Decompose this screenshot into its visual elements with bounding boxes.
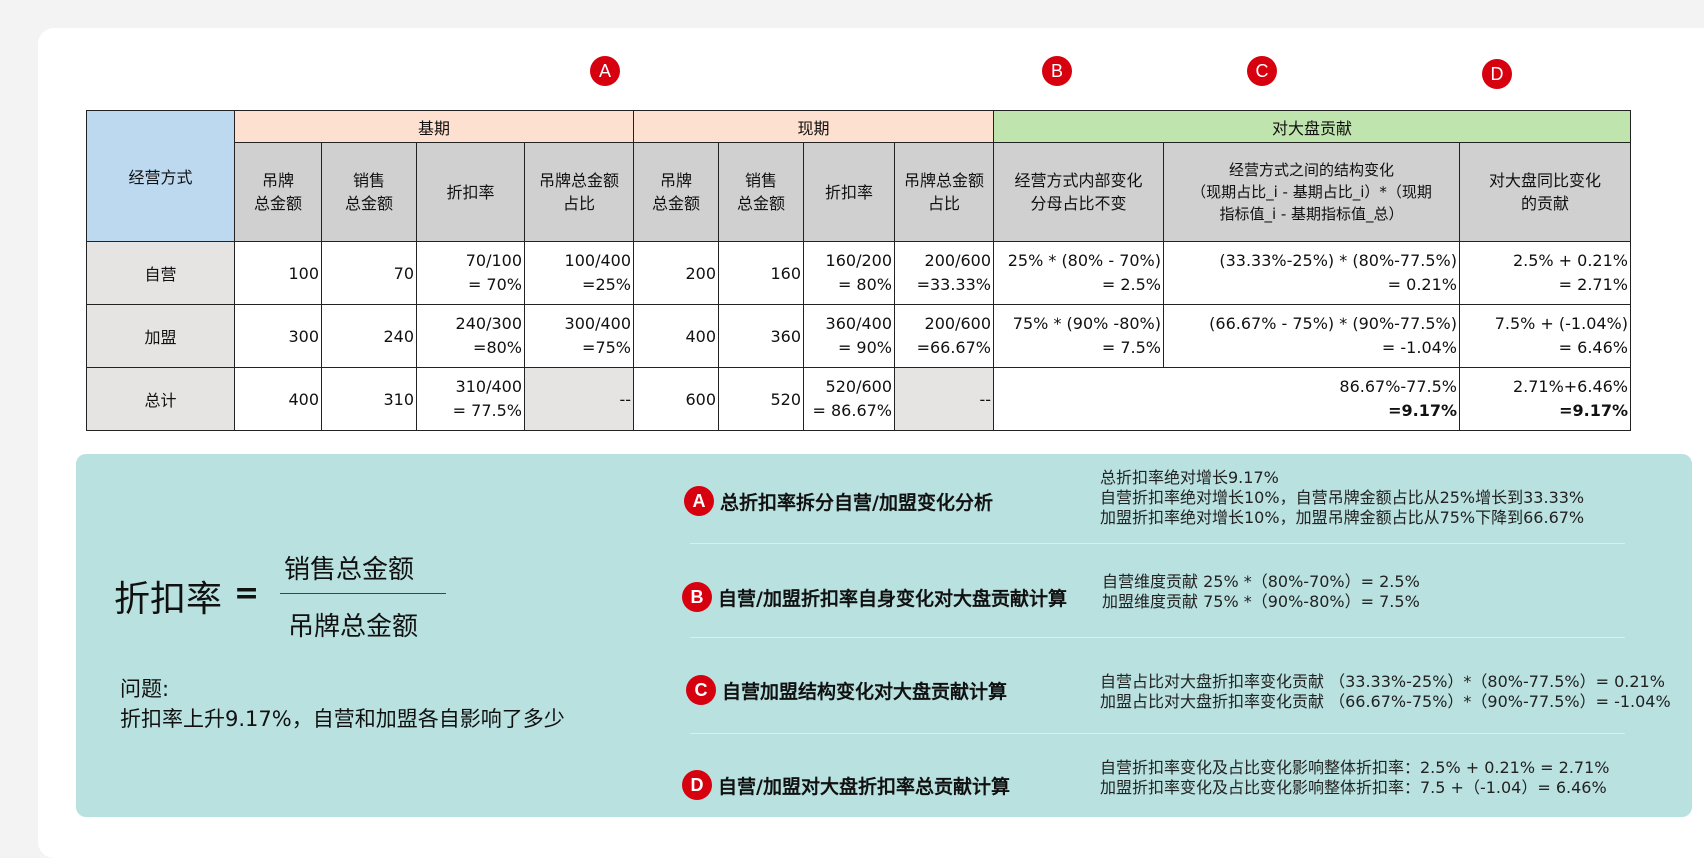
- summary-panel: [76, 454, 1692, 817]
- question-text: 折扣率上升9.17%，自营和加盟各自影响了多少: [120, 707, 565, 731]
- cell-cur-tag: 200: [633, 241, 719, 305]
- section-d-desc: 自营折扣率变化及占比变化影响整体折扣率：2.5% + 0.21% = 2.71%…: [1100, 758, 1609, 798]
- cell-base-discount: 240/300 =80%: [416, 304, 525, 368]
- hdr-cur-sales: 销售 总金额: [718, 142, 804, 242]
- cell-total-contribution: 2.71%+6.46% =9.17%: [1459, 367, 1631, 431]
- group-base: 基期: [234, 110, 634, 143]
- cell-total-contribution: 2.5% + 0.21% = 2.71%: [1459, 241, 1631, 305]
- formula-numerator: 销售总金额: [284, 555, 415, 585]
- cell-structural: (33.33%-25%) * (80%-77.5%) = 0.21%: [1163, 241, 1460, 305]
- section-a-line: 自营折扣率绝对增长10%，自营吊牌金额占比从25%增长到33.33%: [1100, 488, 1585, 507]
- total-change-line2: =9.17%: [1388, 401, 1457, 420]
- hdr-total-contribution: 对大盘同比变化 的贡献: [1459, 142, 1631, 242]
- cell-cur-share: 200/600 =33.33%: [894, 241, 994, 305]
- section-b-line: 自营维度贡献 25% *（80%-70%）= 2.5%: [1102, 572, 1420, 591]
- formula-fraction-bar: [280, 593, 446, 594]
- cell-base-sales: 310: [321, 367, 417, 431]
- section-c-title: C 自营加盟结构变化对大盘贡献计算: [686, 675, 1007, 705]
- hdr-base-sales: 销售 总金额: [321, 142, 417, 242]
- section-b-title: B 自营/加盟折扣率自身变化对大盘贡献计算: [682, 582, 1067, 612]
- cell-base-tag: 400: [234, 367, 322, 431]
- question-label: 问题:: [120, 677, 170, 701]
- marker-a: A: [590, 56, 620, 86]
- table-row: 总计 400 310 310/400 = 77.5% -- 600 520 52…: [86, 367, 1631, 431]
- row-label: 加盟: [86, 304, 235, 368]
- cell-base-share: 300/400 =75%: [524, 304, 634, 368]
- section-divider: [690, 637, 1625, 638]
- marker-b: B: [1042, 56, 1072, 86]
- marker-c: C: [1247, 56, 1277, 86]
- cell-base-discount: 310/400 = 77.5%: [416, 367, 525, 431]
- section-a-line: 总折扣率绝对增长9.17%: [1100, 468, 1279, 487]
- section-c-line: 自营占比对大盘折扣率变化贡献 （33.33%-25%）*（80%-77.5%）=…: [1100, 672, 1665, 691]
- formula-lhs: 折扣率: [114, 579, 223, 620]
- formula-equals: =: [234, 576, 260, 611]
- section-d-title-text: 自营/加盟对大盘折扣率总贡献计算: [718, 775, 1010, 798]
- cell-cur-discount: 360/400 = 90%: [803, 304, 895, 368]
- discount-analysis-table: 经营方式 基期 现期 对大盘贡献 吊牌 总金额 销售 总金额 折扣率 吊牌总金额…: [86, 110, 1631, 431]
- section-d-title: D 自营/加盟对大盘折扣率总贡献计算: [682, 770, 1010, 800]
- question-block: 问题: 折扣率上升9.17%，自营和加盟各自影响了多少: [120, 674, 565, 734]
- hdr-base-tag: 吊牌 总金额: [234, 142, 322, 242]
- section-divider: [690, 733, 1625, 734]
- cell-total-change: 86.67%-77.5% =9.17%: [993, 367, 1460, 431]
- total-change-line1: 86.67%-77.5%: [1339, 377, 1457, 396]
- section-d-line: 加盟折扣率变化及占比变化影响整体折扣率：7.5 +（-1.04）= 6.46%: [1100, 778, 1607, 797]
- hdr-structural: 经营方式之间的结构变化 （现期占比_i - 基期占比_i）*（现期 指标值_i …: [1163, 142, 1460, 242]
- hdr-cur-tag: 吊牌 总金额: [633, 142, 719, 242]
- hdr-cur-share: 吊牌总金额 占比: [894, 142, 994, 242]
- section-a-title-text: 总折扣率拆分自营/加盟变化分析: [720, 491, 993, 514]
- cell-base-sales: 240: [321, 304, 417, 368]
- cell-base-share: 100/400 =25%: [524, 241, 634, 305]
- table-row: 自营 100 70 70/100 = 70% 100/400 =25% 200 …: [86, 241, 1631, 305]
- section-d-marker: D: [682, 770, 712, 800]
- section-b-title-text: 自营/加盟折扣率自身变化对大盘贡献计算: [718, 587, 1067, 610]
- section-a-desc: 总折扣率绝对增长9.17% 自营折扣率绝对增长10%，自营吊牌金额占比从25%增…: [1100, 468, 1584, 528]
- cell-cur-sales: 520: [718, 367, 804, 431]
- cell-internal: 75% * (90% -80%) = 7.5%: [993, 304, 1164, 368]
- section-b-desc: 自营维度贡献 25% *（80%-70%）= 2.5% 加盟维度贡献 75% *…: [1102, 572, 1420, 612]
- cell-total-contribution: 7.5% + (-1.04%) = 6.46%: [1459, 304, 1631, 368]
- section-a-marker: A: [684, 486, 714, 516]
- group-contribution: 对大盘贡献: [993, 110, 1631, 143]
- row-label: 自营: [86, 241, 235, 305]
- section-c-marker: C: [686, 675, 716, 705]
- cell-base-discount: 70/100 = 70%: [416, 241, 525, 305]
- cell-cur-discount: 520/600 = 86.67%: [803, 367, 895, 431]
- cell-base-tag: 100: [234, 241, 322, 305]
- cell-cur-tag: 400: [633, 304, 719, 368]
- hdr-base-share: 吊牌总金额 占比: [524, 142, 634, 242]
- cell-base-tag: 300: [234, 304, 322, 368]
- section-c-desc: 自营占比对大盘折扣率变化贡献 （33.33%-25%）*（80%-77.5%）=…: [1100, 672, 1671, 712]
- row-label: 总计: [86, 367, 235, 431]
- section-a-title: A 总折扣率拆分自营/加盟变化分析: [684, 486, 993, 516]
- cell-cur-share: --: [894, 367, 994, 431]
- op-header: 经营方式: [86, 110, 235, 242]
- total-contribution-line2: =9.17%: [1559, 401, 1628, 420]
- hdr-cur-discount: 折扣率: [803, 142, 895, 242]
- total-contribution-line1: 2.71%+6.46%: [1512, 377, 1628, 396]
- cell-cur-tag: 600: [633, 367, 719, 431]
- group-current: 现期: [633, 110, 994, 143]
- section-a-line: 加盟折扣率绝对增长10%，加盟吊牌金额占比从75%下降到66.67%: [1100, 508, 1585, 527]
- marker-d: D: [1482, 59, 1512, 89]
- formula-denominator: 吊牌总金额: [288, 612, 419, 642]
- hdr-base-discount: 折扣率: [416, 142, 525, 242]
- cell-cur-discount: 160/200 = 80%: [803, 241, 895, 305]
- cell-base-sales: 70: [321, 241, 417, 305]
- cell-structural: (66.67% - 75%) * (90%-77.5%) = -1.04%: [1163, 304, 1460, 368]
- section-c-title-text: 自营加盟结构变化对大盘贡献计算: [722, 680, 1008, 703]
- table-row: 加盟 300 240 240/300 =80% 300/400 =75% 400…: [86, 304, 1631, 368]
- section-d-line: 自营折扣率变化及占比变化影响整体折扣率：2.5% + 0.21% = 2.71%: [1100, 758, 1610, 777]
- section-c-line: 加盟占比对大盘折扣率变化贡献 （66.67%-75%）*（90%-77.5%）=…: [1100, 692, 1671, 711]
- section-divider: [690, 543, 1625, 544]
- section-b-marker: B: [682, 582, 712, 612]
- cell-cur-sales: 160: [718, 241, 804, 305]
- cell-cur-sales: 360: [718, 304, 804, 368]
- hdr-internal: 经营方式内部变化 分母占比不变: [993, 142, 1164, 242]
- section-b-line: 加盟维度贡献 75% *（90%-80%）= 7.5%: [1102, 592, 1420, 611]
- cell-internal: 25% * (80% - 70%) = 2.5%: [993, 241, 1164, 305]
- cell-base-share: --: [524, 367, 634, 431]
- cell-cur-share: 200/600 =66.67%: [894, 304, 994, 368]
